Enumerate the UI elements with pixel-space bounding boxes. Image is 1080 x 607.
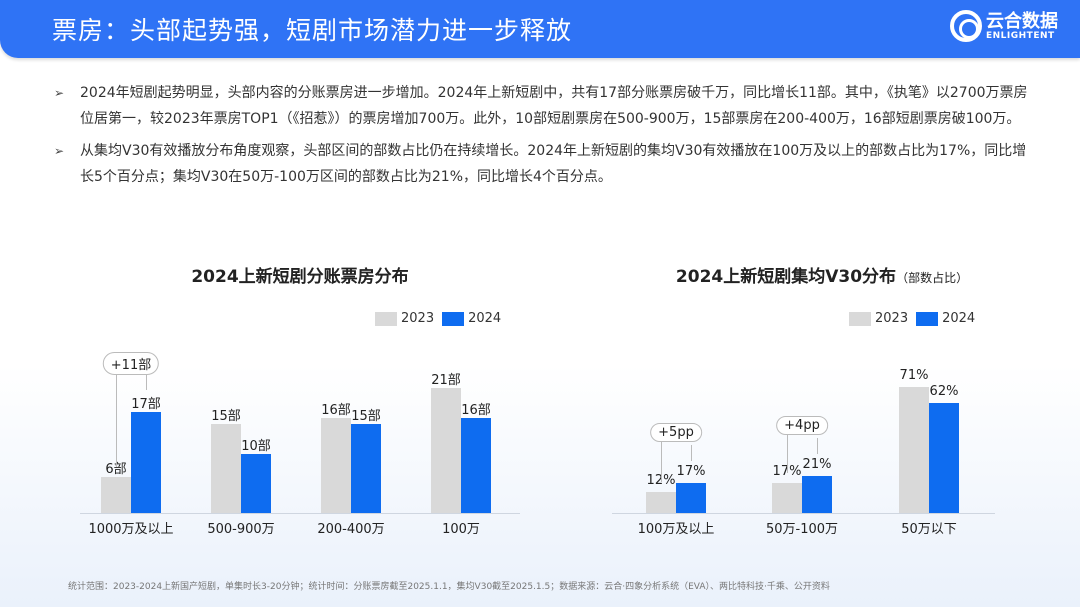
legend-swatch-2024 <box>916 311 939 326</box>
bar-2023 <box>321 417 351 513</box>
delta-annotation: +4pp <box>776 415 828 435</box>
logo-en: ENLIGHTENT <box>986 30 1055 41</box>
value-label: 6部 <box>105 462 127 478</box>
category-label: 1000万及以上 <box>88 522 174 537</box>
logo: 云合数据 ENLIGHTENT <box>950 10 1058 42</box>
bar-2024 <box>461 417 491 513</box>
chart1-axis <box>80 513 520 514</box>
header-bar: 票房：头部起势强，短剧市场潜力进一步释放 云合数据 ENLIGHTENT <box>0 0 1080 58</box>
value-label: 71% <box>899 368 929 384</box>
legend-label: 2024 <box>942 311 976 326</box>
bar-2024 <box>929 403 959 513</box>
value-label: 15部 <box>211 408 241 424</box>
category-label: 50万以下 <box>901 522 957 537</box>
bullet-text: 2024年短剧起势明显，头部内容的分账票房进一步增加。2024年上新短剧中，共有… <box>80 85 1028 127</box>
category-label: 100万 <box>442 522 480 537</box>
chart1-title: 2024上新短剧分账票房分布 <box>191 267 409 287</box>
value-label: 10部 <box>241 438 271 454</box>
value-label: 15部 <box>351 408 381 424</box>
legend-swatch-2023 <box>375 311 397 326</box>
logo-cn: 云合数据 <box>986 10 1058 32</box>
chart1-legend: 2023 2024 <box>375 311 509 326</box>
arrow-bullet-icon: ➢ <box>54 86 65 100</box>
chart2-title: 2024上新短剧集均V30分布（部数占比） <box>676 262 968 287</box>
legend-label: 2023 <box>875 311 909 326</box>
bar-2024 <box>131 411 161 513</box>
bar-2023 <box>431 388 461 513</box>
bullet-text: 从集均V30有效播放分布角度观察，头部区间的部数占比仍在持续增长。2024年上新… <box>80 143 1027 185</box>
category-label: 200-400万 <box>317 522 385 537</box>
delta-annotation: +5pp <box>650 422 702 442</box>
bar-2024 <box>676 482 706 513</box>
value-label: 62% <box>929 384 959 400</box>
value-label: 21部 <box>431 373 461 389</box>
chart2-axis <box>612 513 995 514</box>
bar-2023 <box>899 387 929 513</box>
bar-2023 <box>101 477 131 513</box>
bar-2024 <box>802 475 832 513</box>
chart2-title-text: 2024上新短剧集均V30分布 <box>675 267 897 287</box>
bullet-item: ➢ 从集均V30有效播放分布角度观察，头部区间的部数占比仍在持续增长。2024年上… <box>54 138 1034 190</box>
connector-line <box>661 434 662 482</box>
value-label: 16部 <box>461 402 491 418</box>
value-label: 17部 <box>131 396 161 412</box>
footer-note: 统计范围：2023-2024上新国产短剧，单集时长3-20分钟；统计时间：分账票… <box>68 582 830 592</box>
bullet-item: ➢ 2024年短剧起势明显，头部内容的分账票房进一步增加。2024年上新短剧中，共… <box>54 80 1034 132</box>
bar-2023 <box>211 423 241 513</box>
page-title: 票房：头部起势强，短剧市场潜力进一步释放 <box>52 16 573 45</box>
bullet-list: ➢ 2024年短剧起势明显，头部内容的分账票房进一步增加。2024年上新短剧中，共… <box>54 80 1034 196</box>
value-label: 17% <box>676 463 706 479</box>
chart2-legend: 2023 2024 <box>849 311 983 326</box>
legend-label: 2024 <box>468 311 502 326</box>
value-label: 21% <box>802 456 832 472</box>
chart2-subtitle: （部数占比） <box>896 271 969 285</box>
logo-icon <box>950 10 982 42</box>
category-label: 100万及以上 <box>637 522 715 537</box>
bar-2023 <box>646 491 676 513</box>
delta-annotation: +11部 <box>102 351 160 375</box>
connector-line <box>116 363 117 468</box>
legend-swatch-2024 <box>442 311 465 326</box>
legend-label: 2023 <box>401 311 435 326</box>
arrow-line <box>817 437 818 454</box>
legend-swatch-2023 <box>849 311 871 326</box>
value-label: 16部 <box>321 402 351 418</box>
bar-2024 <box>241 453 271 513</box>
connector-line <box>787 427 788 473</box>
arrow-line <box>691 444 692 461</box>
bar-2023 <box>772 482 802 513</box>
arrow-line <box>146 373 147 390</box>
category-label: 500-900万 <box>207 522 275 537</box>
category-label: 50万-100万 <box>765 522 839 537</box>
bar-2024 <box>351 423 381 513</box>
arrow-bullet-icon: ➢ <box>54 144 65 158</box>
